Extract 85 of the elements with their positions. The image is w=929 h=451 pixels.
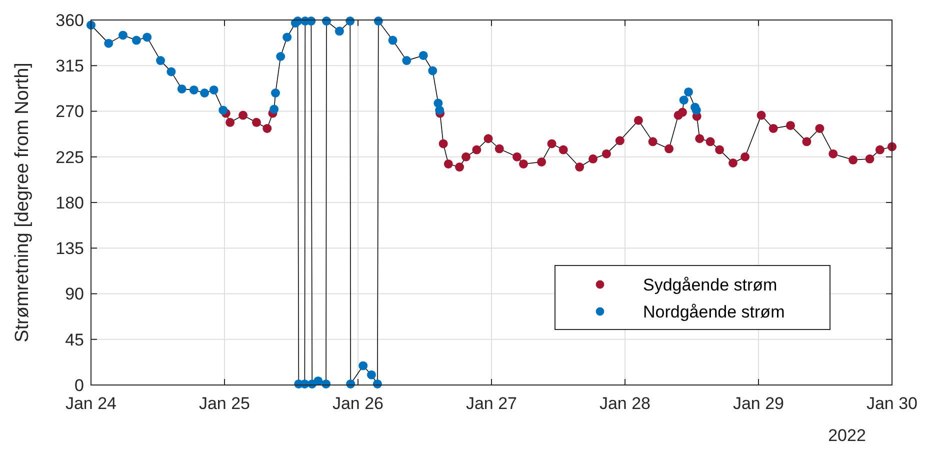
point xyxy=(679,96,688,105)
x-tick-label: Jan 27 xyxy=(466,394,518,413)
point xyxy=(358,361,368,370)
x-tick-label: Jan 26 xyxy=(332,394,384,413)
point xyxy=(132,36,141,45)
legend-label: Sydgående strøm xyxy=(643,275,778,294)
x-tick-label: Jan 28 xyxy=(599,394,651,413)
y-tick-label: 225 xyxy=(56,148,84,167)
point xyxy=(156,56,166,66)
point xyxy=(334,26,344,36)
point xyxy=(104,38,114,48)
point xyxy=(252,118,261,127)
y-tick-label: 270 xyxy=(56,102,84,122)
point xyxy=(366,370,376,380)
point xyxy=(558,145,568,154)
point xyxy=(615,136,624,146)
point xyxy=(537,157,546,166)
point xyxy=(262,124,272,133)
point xyxy=(418,50,428,60)
y-tick-label: 315 xyxy=(56,56,84,76)
point xyxy=(314,376,323,386)
point xyxy=(828,149,838,158)
x-tick-label: Jan 24 xyxy=(65,394,117,413)
legend-label: Nordgående strøm xyxy=(643,302,785,322)
point xyxy=(740,152,750,162)
point xyxy=(547,139,556,148)
point xyxy=(142,32,152,42)
y-tick-label: 180 xyxy=(56,193,84,212)
point xyxy=(226,118,235,127)
point xyxy=(270,88,280,98)
point xyxy=(484,134,493,144)
point xyxy=(444,159,453,168)
point xyxy=(648,137,658,146)
x-tick-label: Jan 30 xyxy=(866,394,918,413)
point xyxy=(388,36,398,45)
point xyxy=(494,144,504,154)
point xyxy=(602,149,611,158)
point xyxy=(118,30,128,40)
y-tick-label: 90 xyxy=(65,284,84,304)
point xyxy=(455,162,464,172)
x-tick-label: Jan 29 xyxy=(732,394,784,413)
point xyxy=(218,106,228,115)
point xyxy=(768,124,778,133)
point xyxy=(177,84,186,94)
y-tick-label: 135 xyxy=(56,239,84,258)
point xyxy=(575,162,584,172)
y-tick-label: 360 xyxy=(56,10,84,30)
point xyxy=(238,110,248,120)
point xyxy=(276,52,286,61)
y-tick-label: 0 xyxy=(74,376,84,395)
point xyxy=(664,144,674,154)
point xyxy=(706,137,715,146)
point xyxy=(848,155,858,164)
point xyxy=(695,134,704,144)
point xyxy=(428,66,438,76)
point xyxy=(462,152,471,162)
point xyxy=(684,87,694,96)
y-tick-label: 45 xyxy=(65,330,84,350)
point xyxy=(472,145,482,154)
point xyxy=(166,67,176,76)
point xyxy=(634,116,643,125)
point xyxy=(815,124,824,133)
point xyxy=(802,137,812,146)
point xyxy=(786,120,795,130)
x-tick-label: Jan 25 xyxy=(198,394,250,413)
point xyxy=(438,139,448,148)
point xyxy=(728,158,738,168)
point xyxy=(678,108,687,117)
text: 2022 xyxy=(828,426,866,445)
point xyxy=(270,104,279,114)
point xyxy=(189,85,198,94)
point xyxy=(588,154,598,164)
point xyxy=(518,159,528,168)
point xyxy=(402,56,412,66)
point xyxy=(200,88,210,98)
point xyxy=(715,145,724,154)
y-axis-title: Strømretning [degree from North] xyxy=(12,62,33,342)
point xyxy=(435,106,444,115)
point xyxy=(512,152,522,162)
point xyxy=(282,32,292,42)
point xyxy=(875,145,884,154)
point xyxy=(209,85,218,94)
point xyxy=(865,154,874,164)
point xyxy=(756,110,766,120)
point xyxy=(692,106,701,115)
